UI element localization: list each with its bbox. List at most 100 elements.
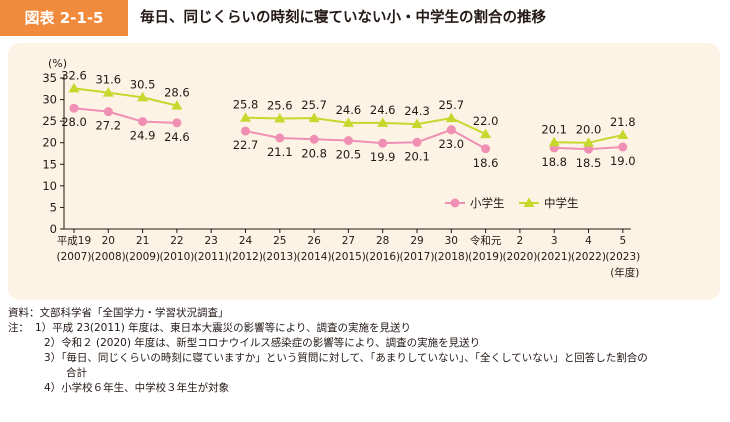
- data-point-elementary: [138, 117, 148, 127]
- data-point-elementary: [69, 103, 79, 113]
- series-line-elementary: [245, 128, 487, 150]
- x-tick-label: 3: [551, 235, 558, 247]
- figure-number-badge: 図表 2-1-5: [0, 0, 128, 36]
- data-point-elementary: [343, 136, 353, 146]
- note-item: 2）令和２ (2020) 年度は、新型コロナウイルス感染症の影響等により、調査の…: [8, 336, 723, 351]
- legend-label: 小学生: [470, 196, 505, 210]
- data-point-junior-high: [548, 136, 560, 147]
- x-tick-label: 30: [445, 235, 458, 247]
- y-tick-label: 0: [50, 222, 57, 236]
- y-tick-label: 35: [42, 71, 57, 85]
- note-text: 合計: [66, 367, 87, 379]
- x-tick-label: 24: [239, 235, 253, 247]
- data-label: 28.0: [61, 115, 87, 129]
- x-tick-label-year: (2022): [571, 251, 606, 263]
- data-point-elementary: [241, 126, 250, 136]
- data-label: 20.1: [541, 122, 567, 136]
- x-tick-label-year: (2018): [434, 251, 469, 263]
- data-point-junior-high: [137, 91, 149, 102]
- data-point-junior-high: [617, 129, 629, 139]
- series-line-junior-high: [73, 87, 178, 107]
- data-point-junior-high: [583, 137, 594, 147]
- line-chart: (%)05101520253035平成19(2007)20(2008)21(20…: [42, 57, 640, 279]
- data-point-junior-high: [480, 128, 492, 139]
- note-number: 2）: [44, 337, 62, 349]
- data-point-junior-high: [102, 87, 114, 97]
- x-tick-label-year: (2017): [400, 251, 435, 263]
- data-label: 20.0: [576, 123, 602, 137]
- data-label: 25.7: [301, 98, 327, 112]
- data-point-junior-high: [411, 118, 423, 129]
- data-point-junior-high: [171, 100, 183, 110]
- data-point-elementary: [412, 137, 422, 147]
- note-heading: 注：: [8, 322, 29, 334]
- data-point-elementary: [584, 144, 593, 154]
- x-tick-label-year: (2010): [159, 251, 194, 263]
- note-number: 1）: [35, 322, 53, 334]
- data-point-junior-high: [342, 117, 354, 127]
- data-label: 21.1: [267, 145, 293, 159]
- figure-header: 図表 2-1-5 毎日、同じくらいの時刻に寝ていない小・中学生の割合の推移: [0, 0, 730, 36]
- data-point-junior-high: [240, 112, 251, 122]
- legend-marker: [523, 197, 535, 207]
- data-label: 23.0: [438, 137, 464, 151]
- series-line-junior-high: [245, 116, 487, 135]
- note-text: 令和２ (2020) 年度は、新型コロナウイルス感染症の影響等により、調査の実施…: [61, 337, 481, 349]
- data-label: 24.3: [404, 104, 430, 118]
- y-tick-label: 10: [42, 179, 57, 193]
- data-point-elementary: [618, 142, 628, 152]
- data-point-junior-high: [445, 112, 457, 123]
- note-text: 「毎日、同じくらいの時刻に寝ていますか」という質問に対して、「あまりしていない」…: [61, 352, 648, 364]
- data-label: 25.7: [438, 98, 464, 112]
- data-point-elementary: [309, 134, 319, 144]
- data-label: 28.6: [164, 86, 190, 100]
- y-unit-label: (%): [48, 57, 67, 70]
- x-tick-label: 22: [170, 235, 183, 247]
- x-tick-label-year: (2013): [262, 251, 297, 263]
- chart-panel: (%) 0 5 10 15 20 25 30 35 平成19 (2007) 20 (2008) 21 (20…: [8, 43, 720, 300]
- note-item: 4）小学校６年生、中学校３年生が対象: [8, 381, 723, 396]
- x-tick-label: 2: [517, 235, 524, 247]
- data-label: 24.6: [164, 130, 190, 144]
- data-point-elementary: [481, 144, 491, 154]
- x-tick-label-year: (2008): [91, 251, 126, 263]
- x-tick-label: 28: [376, 235, 389, 247]
- series-line-elementary: [73, 107, 177, 124]
- x-tick-label: 23: [205, 235, 218, 247]
- data-label: 20.8: [301, 146, 327, 160]
- data-label: 24.6: [336, 103, 362, 117]
- x-tick-label: 5: [619, 235, 626, 247]
- data-label: 30.5: [130, 77, 156, 91]
- legend-label: 中学生: [544, 196, 579, 210]
- y-tick-label: 30: [42, 93, 57, 107]
- data-label: 19.0: [610, 154, 636, 168]
- data-label: 18.6: [473, 156, 499, 170]
- x-tick-label: 4: [585, 235, 592, 247]
- x-tick-label: 26: [307, 235, 321, 247]
- data-label: 18.8: [541, 155, 567, 169]
- x-tick-label-year: (2012): [228, 251, 263, 263]
- x-tick-label-year: (2019): [468, 251, 503, 263]
- note-item-continuation: 合計: [8, 366, 723, 381]
- note-number: 3）: [44, 352, 62, 364]
- data-point-junior-high: [274, 113, 286, 123]
- figure-title: 毎日、同じくらいの時刻に寝ていない小・中学生の割合の推移: [140, 10, 546, 26]
- x-tick-label-year: (2011): [194, 251, 229, 263]
- data-point-elementary: [275, 133, 285, 143]
- y-tick-label: 5: [50, 200, 57, 214]
- data-point-junior-high: [308, 112, 320, 123]
- note-item: 注： 1）平成 23(2011) 年度は、東日本大震災の影響等により、調査の実施を…: [8, 321, 723, 336]
- x-tick-label-year: (2023): [605, 251, 640, 263]
- data-point-elementary: [446, 125, 456, 135]
- data-point-elementary: [172, 118, 182, 128]
- x-tick-label: 25: [273, 235, 286, 247]
- x-tick-label-year: (2007): [57, 251, 92, 263]
- note-text: 小学校６年生、中学校３年生が対象: [61, 382, 230, 394]
- y-tick-label: 15: [42, 157, 57, 171]
- y-tick-label: 25: [42, 114, 57, 128]
- data-label: 22.0: [473, 114, 499, 128]
- data-label: 25.8: [233, 98, 259, 112]
- x-tick-label: 20: [102, 235, 115, 247]
- x-tick-label: 27: [342, 235, 355, 247]
